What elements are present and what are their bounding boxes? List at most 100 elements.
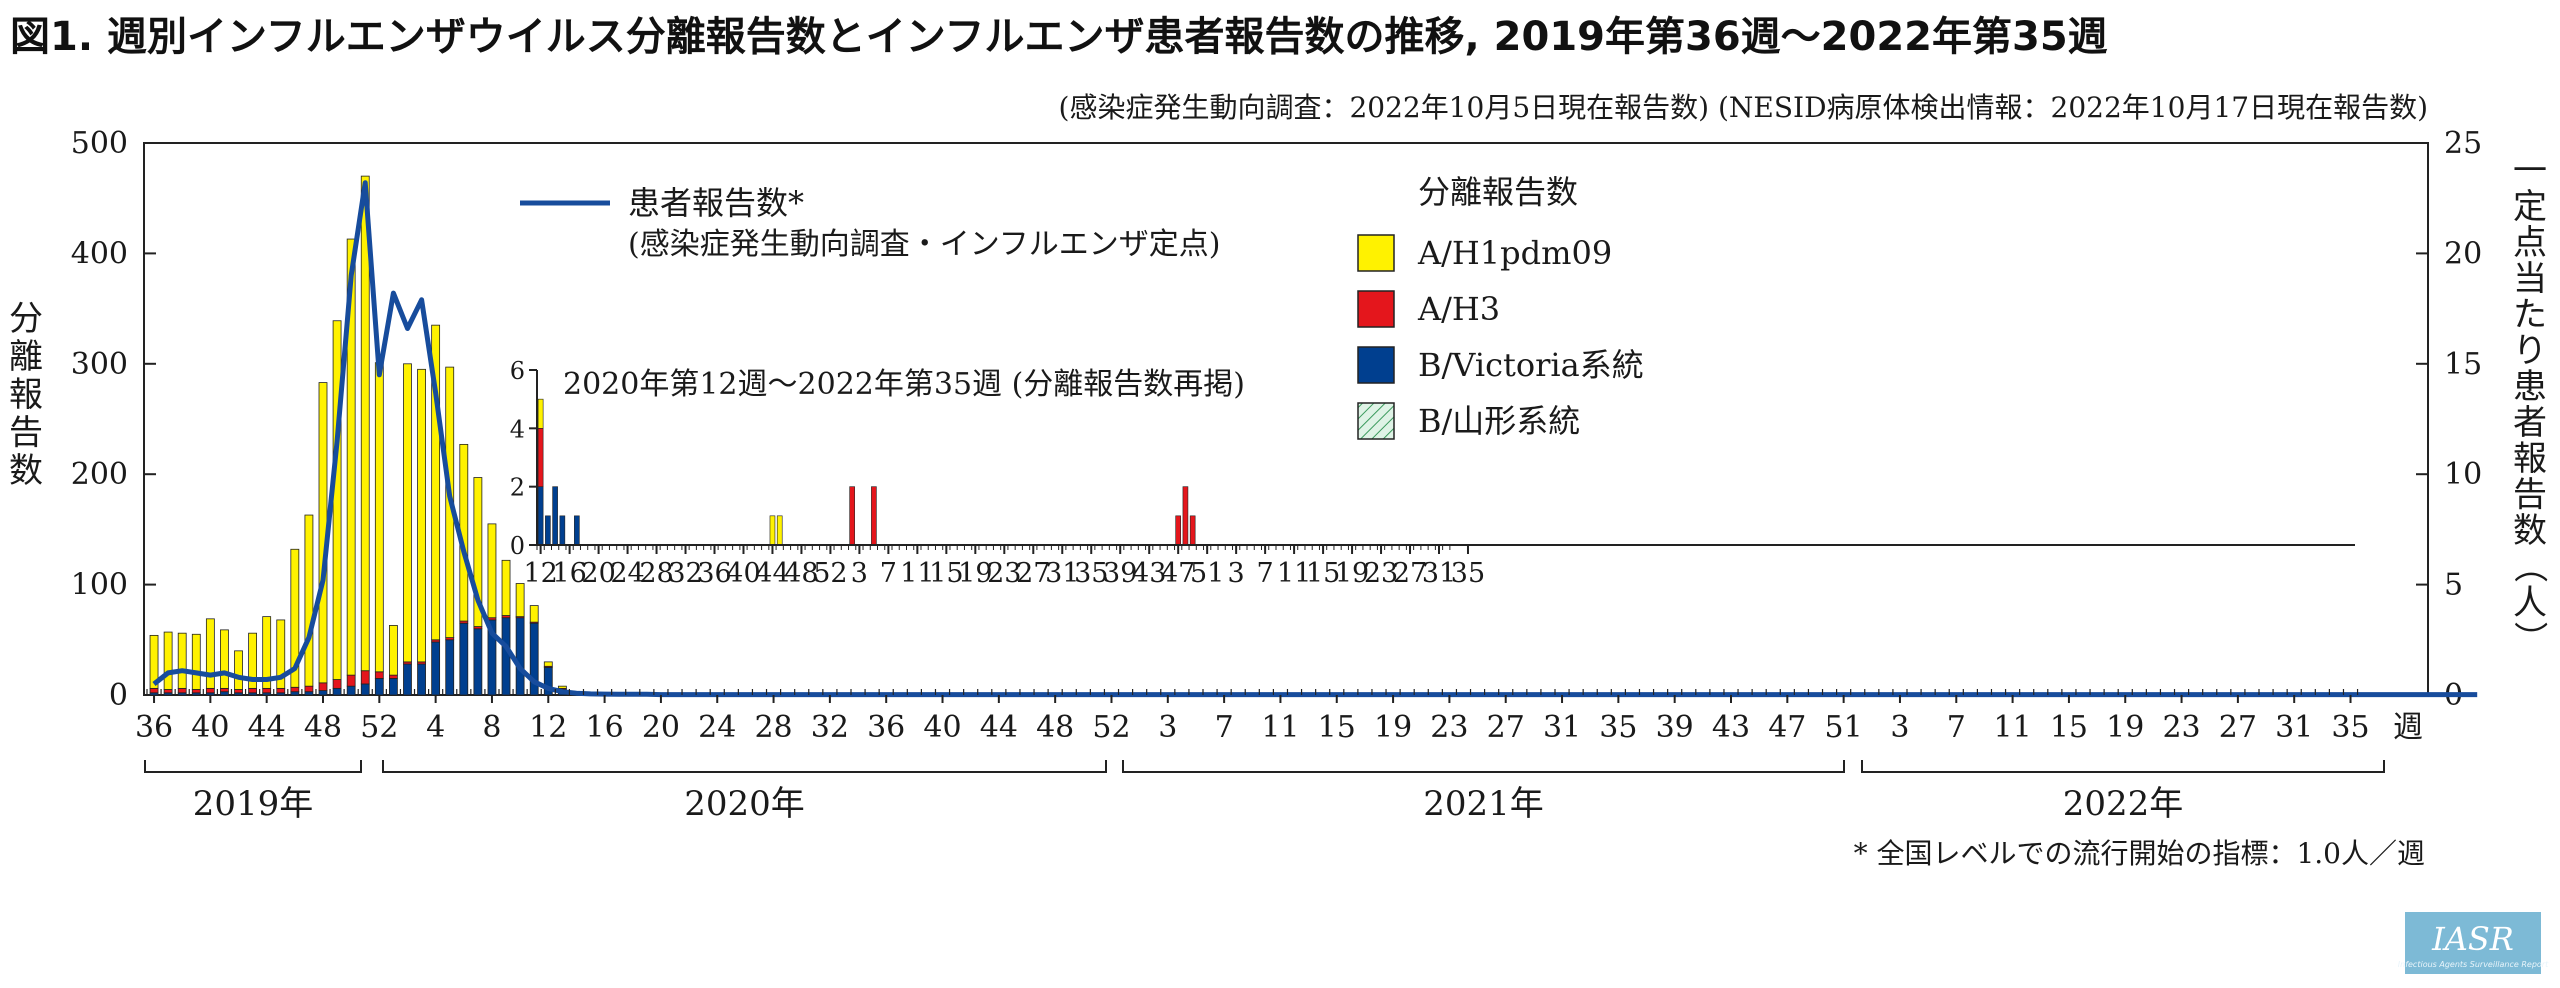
inset-bar-segment — [574, 515, 580, 546]
x-tick-label: 52 — [1092, 710, 1130, 745]
year-bracket — [1861, 760, 2385, 773]
x-tick-label: 48 — [1036, 710, 1074, 745]
y2-axis-label-char: 告 — [2513, 475, 2547, 515]
x-tick-label: 24 — [698, 710, 736, 745]
bar-ah1pdm09 — [332, 320, 342, 680]
bar-bvictoria — [501, 617, 511, 696]
year-label: 2019年 — [193, 784, 314, 824]
x-tick-label: 8 — [482, 710, 501, 745]
bar-ah1pdm09 — [149, 634, 159, 689]
inset-x-tick-label: 3 — [851, 558, 868, 589]
inset-bar-segment — [545, 515, 551, 546]
inset-x-tick-label: 43 — [1132, 558, 1166, 589]
legend-patient-subtitle: (感染症発生動向調査・インフルエンザ定点) — [628, 227, 1221, 262]
legend-label: A/H1pdm09 — [1417, 234, 1612, 272]
legend-isolation: 分離報告数 A/H1pdm09 A/H3 B/Victoria系統 B/山形系統 — [1357, 173, 1644, 440]
bar-ah1pdm09 — [177, 632, 187, 689]
bar-ah3 — [290, 686, 300, 693]
iasr-logo-box — [2405, 912, 2541, 974]
bar-bvictoria — [220, 691, 229, 696]
x-tick-label: 20 — [642, 710, 680, 745]
bar-ah1pdm09 — [417, 368, 426, 663]
x-tick-label: 27 — [1487, 710, 1525, 745]
inset-x-tick-label: 44 — [755, 558, 789, 589]
y-tick-label: 400 — [71, 236, 128, 271]
bar-bvictoria — [332, 687, 342, 696]
bar-ah3 — [332, 679, 342, 689]
bar-bvictoria — [374, 678, 384, 696]
bar-ah1pdm09 — [543, 661, 553, 667]
iasr-logo: IASR Infectious Agents Surveillance Repo… — [2398, 912, 2549, 974]
y2-tick-label: 10 — [2444, 457, 2482, 492]
inset-title: 2020年第12週〜2022年第35週 (分離報告数再掲) — [563, 367, 1245, 402]
bar-ah1pdm09 — [346, 238, 356, 676]
bar-ah1pdm09 — [529, 605, 539, 623]
bar-ah3 — [374, 671, 384, 679]
data-source-note: (感染症発生動向調査：2022年10月5日現在報告数) (NESID病原体検出情… — [1059, 91, 2428, 124]
inset-x-tick-label: 16 — [552, 558, 586, 589]
legend-swatch — [1357, 402, 1395, 440]
year-bracket — [144, 760, 362, 773]
bar-ah3 — [191, 689, 201, 694]
bar-ah1pdm09 — [248, 632, 258, 689]
y-axis-label-char: 離 — [9, 337, 43, 377]
bar-ah3 — [304, 685, 314, 693]
y2-axis-label-char: た — [2513, 295, 2547, 335]
x-axis-unit: 週 — [2393, 710, 2423, 745]
bar-bvictoria — [459, 622, 469, 696]
year-label: 2020年 — [684, 784, 805, 824]
x-tick-label: 28 — [754, 710, 792, 745]
bar-bvictoria — [403, 663, 412, 696]
inset-x-tick-label: 52 — [813, 558, 847, 589]
inset-x-tick-label: 27 — [1016, 558, 1050, 589]
y2-axis-label-char: 点 — [2513, 223, 2547, 263]
x-tick-label: 4 — [426, 710, 445, 745]
bar-ah1pdm09 — [304, 514, 314, 687]
bar-ah1pdm09 — [473, 477, 483, 627]
inset-x-tick-label: 15 — [1306, 558, 1340, 589]
x-tick-label: 31 — [2275, 710, 2313, 745]
bar-ah3 — [234, 689, 243, 694]
inset-x-tick-label: 31 — [1045, 558, 1079, 589]
bar-ah3 — [248, 687, 258, 694]
inset-bar-segment — [849, 486, 855, 546]
bar-ah1pdm09 — [431, 324, 441, 641]
bar-ah3 — [205, 687, 215, 694]
inset-bars — [537, 398, 1196, 546]
y2-axis-label-char: ） — [2509, 621, 2549, 655]
bar-ah1pdm09 — [220, 629, 229, 689]
bar-ah1pdm09 — [501, 559, 511, 616]
x-tick-label: 31 — [1543, 710, 1581, 745]
bar-ah3 — [149, 687, 159, 694]
x-tick-label: 7 — [1215, 710, 1234, 745]
footnote: * 全国レベルでの流行開始の指標：1.0人／週 — [1854, 837, 2425, 870]
inset-x-tick-label: 48 — [784, 558, 818, 589]
y-axis-label-char: 告 — [9, 413, 43, 453]
iasr-logo-text: IASR — [2431, 920, 2514, 958]
inset-x-tick-label: 19 — [958, 558, 992, 589]
bar-ah3 — [163, 689, 173, 694]
legend-label: B/Victoria系統 — [1418, 346, 1644, 384]
y2-tick-label: 25 — [2444, 126, 2482, 161]
bar-ah1pdm09 — [163, 631, 173, 690]
x-tick-label: 40 — [191, 710, 229, 745]
x-tick-label: 15 — [2050, 710, 2088, 745]
bar-ah3 — [262, 687, 272, 694]
x-tick-label: 44 — [248, 710, 286, 745]
inset-x-tick-label: 24 — [610, 558, 644, 589]
inset-y-axis: 0 2 4 6 — [510, 357, 538, 560]
bar-bvictoria — [318, 690, 328, 696]
y2-axis-label-char: 数 — [2513, 511, 2547, 551]
legend-label: B/山形系統 — [1418, 402, 1580, 440]
inset-x-tick-label: 35 — [1451, 558, 1485, 589]
inset-y-tick-label: 2 — [510, 474, 525, 502]
y2-axis-label-char: 人 — [2513, 583, 2547, 623]
y2-axis-label-char: 一 — [2513, 151, 2547, 191]
bar-ah1pdm09 — [487, 523, 497, 619]
bar-bvictoria — [388, 678, 398, 696]
y2-tick-label: 5 — [2444, 568, 2463, 603]
x-tick-label: 15 — [1318, 710, 1356, 745]
bar-ah1pdm09 — [388, 625, 398, 676]
y2-axis-label-char: 報 — [2513, 439, 2547, 479]
legend-patient: 患者報告数* (感染症発生動向調査・インフルエンザ定点) — [520, 184, 1221, 262]
